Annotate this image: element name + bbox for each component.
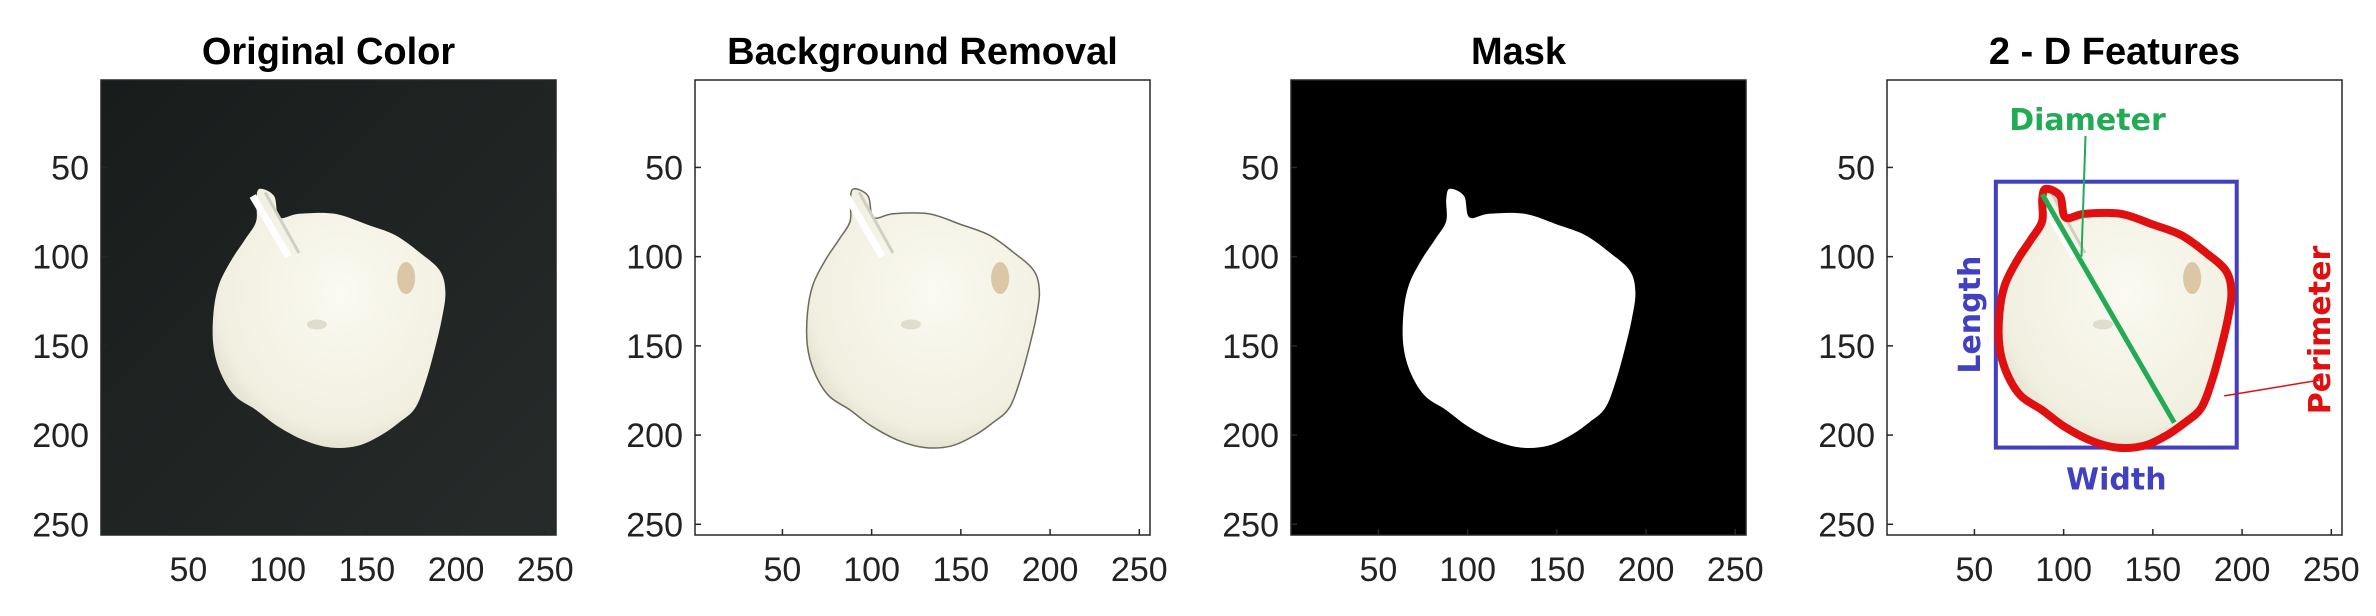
- x-tick-label: 200: [2214, 551, 2271, 589]
- perimeter-label: Perimeter: [2303, 246, 2338, 415]
- y-tick-label: 50: [51, 149, 89, 187]
- axes-frame: [100, 79, 557, 536]
- spot-mark-2: [900, 319, 921, 330]
- spot-mark: [2183, 262, 2202, 295]
- x-tick-label: 250: [517, 551, 574, 589]
- y-tick-label: 250: [1818, 506, 1875, 544]
- panel-title: Mask: [1471, 31, 1567, 73]
- object-image: [212, 188, 446, 449]
- x-tick-label: 250: [1111, 551, 1168, 589]
- y-tick-label: 100: [626, 239, 683, 277]
- x-tick-label: 150: [932, 551, 989, 589]
- perimeter-outline: [1994, 184, 2236, 452]
- y-tick-label: 200: [1818, 417, 1875, 455]
- mask-region: [1402, 188, 1636, 449]
- perimeter-leader: [2224, 379, 2321, 397]
- y-tick-label: 150: [626, 328, 683, 366]
- diameter-line: [2040, 192, 2177, 424]
- y-tick-label: 100: [1222, 239, 1279, 277]
- x-tick-label: 100: [249, 551, 306, 589]
- y-tick-label: 200: [1222, 417, 1279, 455]
- stem-shadow: [857, 191, 895, 254]
- axes-frame: [1290, 79, 1747, 536]
- panel-title: Original Color: [202, 31, 456, 73]
- x-tick-label: 200: [1022, 551, 1079, 589]
- stem-shadow: [2049, 191, 2087, 254]
- x-tick-label: 150: [338, 551, 395, 589]
- x-tick-label: 50: [170, 551, 208, 589]
- x-tick-label: 50: [1956, 551, 1994, 589]
- panel-title: 2 - D Features: [1989, 31, 2240, 73]
- panel-features: 2 - D Features Diameter Length Width Perimet…: [1818, 31, 2359, 589]
- y-tick-label: 100: [1818, 239, 1875, 277]
- x-tick-label: 250: [1707, 551, 1764, 589]
- x-tick-label: 150: [1528, 551, 1585, 589]
- width-label: Width: [2066, 463, 2167, 498]
- panel-removed: Background Removal 50 100 150 200 250 50 100 150…: [626, 31, 1167, 589]
- y-tick-label: 250: [626, 506, 683, 544]
- stem-shadow: [263, 191, 301, 254]
- diameter-leader: [2080, 135, 2087, 257]
- panel-original: Original Color 50 100 150 200 250 50 100 150 200 2…: [32, 31, 573, 589]
- y-tick-label: 150: [1222, 328, 1279, 366]
- x-tick-label: 150: [2124, 551, 2181, 589]
- length-label: Length: [1953, 256, 1988, 374]
- object-image: [805, 187, 1041, 449]
- y-tick-label: 100: [32, 239, 89, 277]
- x-tick-label: 100: [2035, 551, 2092, 589]
- x-tick-label: 100: [1439, 551, 1496, 589]
- stem-mark: [249, 194, 292, 259]
- spot-mark: [991, 262, 1010, 295]
- x-tick-label: 50: [1360, 551, 1398, 589]
- y-tick-label: 50: [1241, 149, 1279, 187]
- panel-mask: Mask 50 100 150 200 250 50 100 150 200 250: [1222, 31, 1763, 589]
- y-tick-label: 250: [1222, 506, 1279, 544]
- spot-mark-2: [2092, 319, 2113, 330]
- stem-mark: [843, 194, 886, 259]
- x-tick-label: 50: [764, 551, 802, 589]
- panel-title: Background Removal: [727, 31, 1118, 73]
- x-tick-label: 200: [1618, 551, 1675, 589]
- x-tick-label: 250: [2303, 551, 2360, 589]
- spot-mark-2: [306, 319, 327, 330]
- y-tick-label: 50: [645, 149, 683, 187]
- y-tick-label: 250: [32, 506, 89, 544]
- axes-frame: [1886, 79, 2343, 536]
- y-tick-label: 150: [1818, 328, 1875, 366]
- y-tick-label: 200: [626, 417, 683, 455]
- axes-frame: [694, 79, 1151, 536]
- y-tick-label: 200: [32, 417, 89, 455]
- x-tick-label: 200: [428, 551, 485, 589]
- x-tick-label: 100: [843, 551, 900, 589]
- spot-mark: [397, 262, 416, 295]
- y-tick-label: 150: [32, 328, 89, 366]
- diameter-label: Diameter: [2009, 103, 2166, 138]
- y-tick-label: 50: [1837, 149, 1875, 187]
